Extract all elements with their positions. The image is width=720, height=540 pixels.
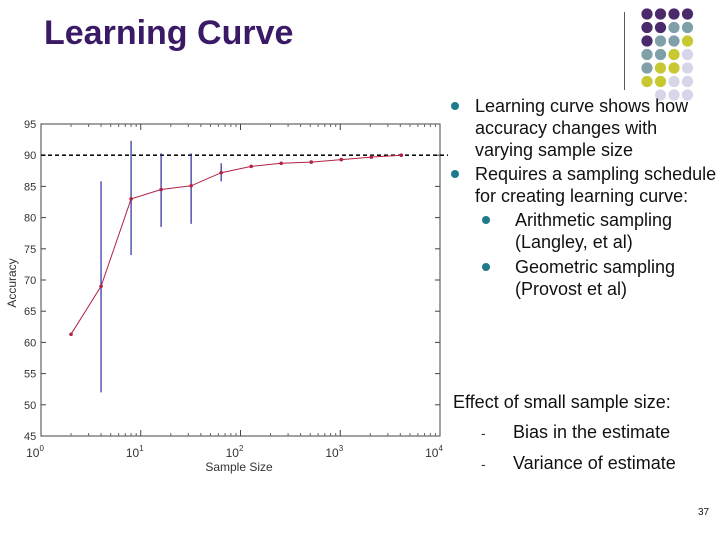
effect-item: - Bias in the estimate <box>481 422 670 443</box>
x-tick-label: 102 <box>226 444 244 460</box>
decorative-dot <box>641 48 653 61</box>
decorative-dot <box>654 8 667 20</box>
x-tick-label: 103 <box>325 444 343 460</box>
data-point <box>369 155 374 159</box>
decorative-dot <box>641 35 653 47</box>
data-point <box>249 164 253 169</box>
x-axis-label: Sample Size <box>205 460 273 474</box>
data-point <box>219 170 223 175</box>
y-tick-label: 50 <box>24 400 36 412</box>
bullet-list: Learning curve shows how accuracy change… <box>448 95 718 303</box>
sub-bullet-text: Arithmetic sampling (Langley, et al) <box>515 210 673 252</box>
decorative-dot <box>668 75 680 88</box>
series-line <box>70 154 402 335</box>
y-tick-label: 45 <box>24 431 36 443</box>
decorative-dot <box>681 48 694 61</box>
decorative-dot <box>681 62 694 74</box>
decorative-dot <box>641 21 653 34</box>
data-point <box>69 332 73 337</box>
decorative-dot <box>681 89 694 101</box>
y-tick-label: 85 <box>24 181 36 193</box>
decorative-dot <box>654 48 667 61</box>
decorative-dot <box>681 75 694 88</box>
slide-title: Learning Curve <box>44 14 294 52</box>
dash-icon: - <box>481 425 486 441</box>
y-tick-label: 95 <box>24 119 36 131</box>
decorative-dot <box>654 35 667 47</box>
bullet-text: Requires a sampling schedule for creatin… <box>475 164 717 206</box>
x-tick-label: 100 <box>26 444 44 460</box>
y-tick-label: 75 <box>24 244 36 256</box>
bullet-dot-icon <box>451 102 459 110</box>
bullet-dot-icon <box>451 170 459 178</box>
bullet-dot-icon <box>482 216 490 224</box>
sub-bullet-item: Arithmetic sampling (Langley, et al) <box>448 209 718 253</box>
y-tick-label: 55 <box>24 369 36 381</box>
decorative-dot <box>668 89 680 101</box>
decorative-dot <box>668 21 680 34</box>
effect-item-text: Bias in the estimate <box>513 422 671 442</box>
decorative-dot <box>641 75 653 88</box>
decorative-dot <box>654 75 667 88</box>
decorative-dot <box>641 8 653 20</box>
decorative-divider <box>624 12 625 90</box>
data-point <box>159 187 163 192</box>
effect-item-text: Variance of estimate <box>513 453 676 473</box>
decorative-dot <box>641 62 653 74</box>
decorative-dot-grid <box>641 8 694 101</box>
decorative-dot <box>668 35 680 47</box>
dash-icon: - <box>481 456 486 472</box>
decorative-dot <box>654 21 667 34</box>
sub-bullet-item: Geometric sampling (Provost et al) <box>448 256 718 300</box>
bullet-dot-icon <box>482 263 490 271</box>
y-axis-label: Accuracy <box>5 258 19 307</box>
y-tick-label: 80 <box>24 213 36 225</box>
decorative-dot <box>681 21 694 34</box>
decorative-dot <box>681 35 694 47</box>
data-point <box>399 153 404 157</box>
data-point <box>99 284 103 289</box>
effect-item: - Variance of estimate <box>481 453 676 474</box>
bullet-item: Learning curve shows how accuracy change… <box>448 95 718 161</box>
data-point <box>309 160 314 164</box>
x-tick-label: 104 <box>425 444 443 460</box>
data-point <box>189 183 193 188</box>
y-tick-label: 65 <box>24 306 36 318</box>
decorative-dot <box>654 62 667 74</box>
data-point <box>279 161 284 166</box>
decorative-dot <box>654 89 667 101</box>
bullet-item: Requires a sampling schedule for creatin… <box>448 163 718 207</box>
data-point <box>129 197 133 201</box>
y-tick-label: 70 <box>24 275 36 287</box>
effect-heading: Effect of small sample size: <box>453 392 671 412</box>
decorative-dot <box>681 8 694 20</box>
data-point <box>339 157 344 162</box>
decorative-dot <box>668 8 680 20</box>
y-tick-label: 60 <box>24 337 36 349</box>
decorative-dot <box>668 62 680 74</box>
x-tick-label: 101 <box>126 444 144 460</box>
bullet-text: Learning curve shows how accuracy change… <box>475 96 689 160</box>
slide-number: 37 <box>698 507 710 518</box>
decorative-dot <box>668 48 680 61</box>
sub-bullet-text: Geometric sampling (Provost et al) <box>515 257 676 299</box>
y-tick-label: 90 <box>24 150 36 162</box>
learning-curve-chart: 45 50 55 60 65 70 75 80 85 90 95 100 101 102 103 104 Ac… <box>5 119 448 474</box>
